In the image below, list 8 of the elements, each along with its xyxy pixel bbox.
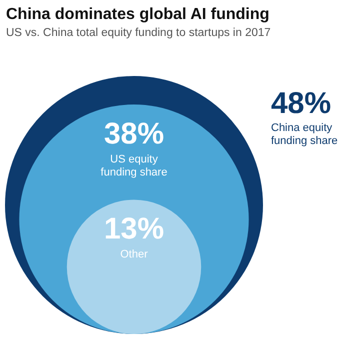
data-label: 38% xyxy=(104,117,164,150)
data-label: 48% xyxy=(271,87,332,120)
text: US vs. China total equity funding to startups in 2017 xyxy=(6,27,271,39)
category-label: US equity funding share xyxy=(100,153,168,178)
text: China dominates global AI funding xyxy=(6,6,270,23)
category-label: China equity funding share xyxy=(271,122,338,147)
category-label: Other xyxy=(120,248,148,261)
data-label: 13% xyxy=(104,212,164,246)
